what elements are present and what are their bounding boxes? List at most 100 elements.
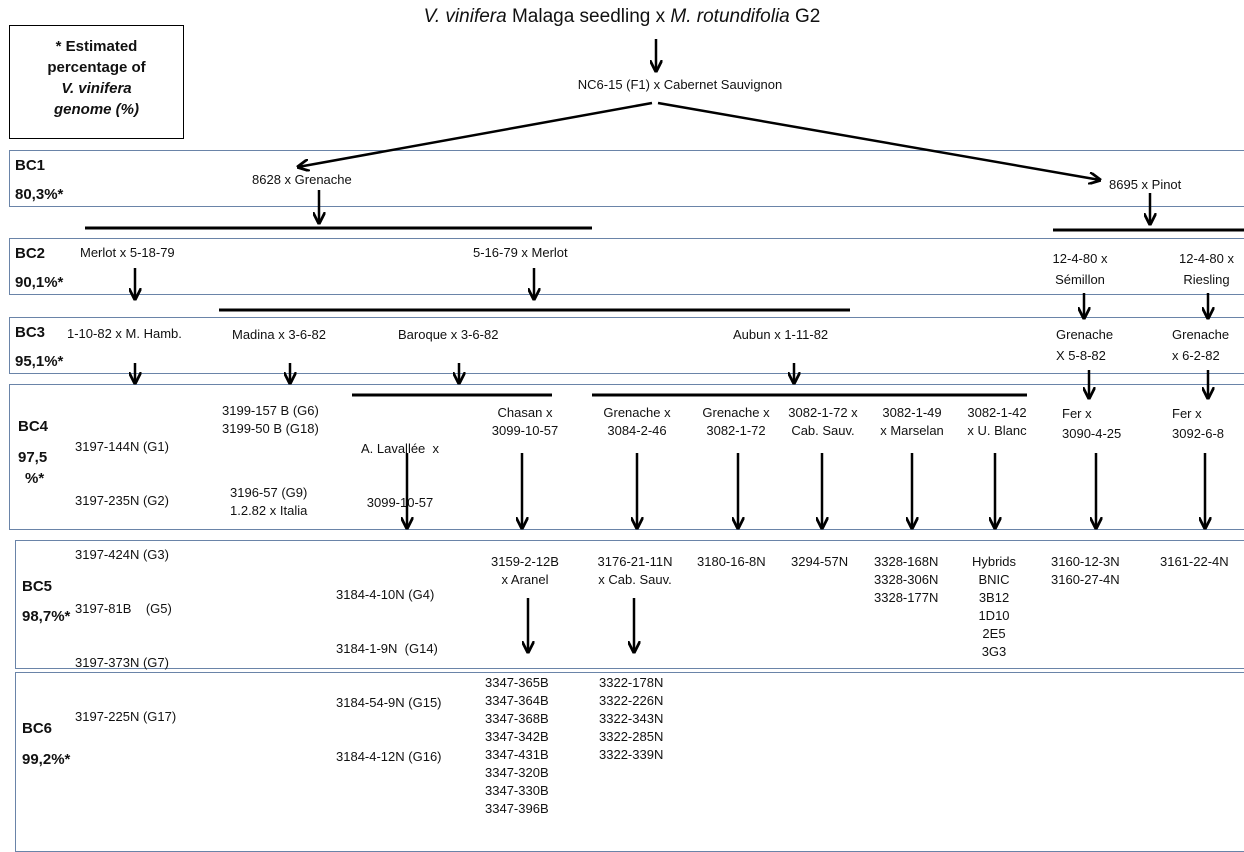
bc3-node-1-10-82-m-hamb: 1-10-82 x M. Hamb. [67,326,182,341]
bc1-label: BC1 [15,157,46,174]
title-text-1: Malaga seedling x [506,6,671,27]
bc4-node-3082-1-72-cab-line1: 3082-1-72 x [788,405,858,420]
bc2-node-12-4-80-semillon-line2: Sémillon [1055,272,1105,287]
bc6-3322-item: 3322-285N [599,729,664,744]
bc4-node-3082-1-42-ublanc: 3082-1-42 x U. Blanc [947,404,1047,440]
bc4-node-a-lavallee: A. Lavallée x 3099-10-57 [350,404,450,530]
bc4-3199-item: 3199-50 B (G18) [222,421,319,436]
bc4-3197-item: 3197-373N (G7) [75,655,169,670]
bc3-node-grenache-5-8-82-line2: X 5-8-82 [1056,348,1106,363]
bc5-hybrids-item: 1D10 [978,608,1010,623]
bc5-3328-item: 3328-168N [874,554,939,569]
root-cross: NC6-15 (F1) x Cabernet Sauvignon [577,77,783,92]
bc4-3197-item: 3197-144N (G1) [75,439,169,454]
bc4-node-chasan: Chasan x 3099-10-57 [475,404,575,440]
title-species-2: M. rotundifolia [670,6,790,27]
bc5-3184-item: 3184-4-10N (G4) [336,587,435,602]
bc4-node-3082-1-49-marselan-line1: 3082-1-49 [882,405,942,420]
bc4-node-3082-1-72-cab-line2: Cab. Sauv. [791,423,855,438]
bc5-3184-item: 3184-54-9N (G15) [336,695,442,710]
bc5-3160-item: 3160-27-4N [1051,572,1120,587]
bc5-group-3160: 3160-12-3N 3160-27-4N [1051,553,1120,589]
bc6-3347-item: 3347-368B [485,711,549,726]
bc5-node-3180-16-8n: 3180-16-8N [697,554,766,569]
bc5-node-3176-cab-line2: x Cab. Sauv. [598,572,672,587]
bc2-node-5-16-79-merlot: 5-16-79 x Merlot [473,245,568,260]
bc5-node-3294-57n: 3294-57N [791,554,849,569]
bc3-node-grenache-5-8-82: Grenache X 5-8-82 [1056,324,1113,366]
title-species-1: V. vinifera [423,6,507,27]
bc4-3196-item: 3196-57 (G9) [230,485,308,500]
bc5-hybrids-item: 2E5 [982,626,1006,641]
bc6-3347-item: 3347-330B [485,783,549,798]
bc4-3197-item: 3197-424N (G3) [75,547,169,562]
bc6-3322-item: 3322-343N [599,711,664,726]
bc4-node-a-lavallee-line2: 3099-10-57 [366,495,434,510]
legend-box: * Estimated percentage of V. vinifera ge… [9,25,184,139]
title-text-2: G2 [789,6,821,27]
bc5-hybrids-item: 3G3 [981,644,1007,659]
band-bc4 [9,384,1244,530]
bc4-3196-item: 1.2.82 x Italia [230,503,308,518]
bc5-3184-item: 3184-4-12N (G16) [336,749,442,764]
bc5-3184-item: 3184-1-9N (G14) [336,641,438,656]
bc3-node-grenache-6-2-82-line1: Grenache [1172,327,1230,342]
bc5-node-3161-22-4n: 3161-22-4N [1160,554,1229,569]
legend-line-2: percentage of [47,59,146,76]
bc5-node-3176-cab-line1: 3176-21-11N [597,554,673,569]
bc6-percentage: 99,2%* [22,751,71,768]
bc5-node-3159-aranel: 3159-2-12B x Aranel [475,553,575,589]
bc6-3347-item: 3347-431B [485,747,549,762]
bc3-label: BC3 [15,324,46,341]
bc4-node-fer-3092-line2: 3092-6-8 [1172,426,1225,441]
bc4-group-3196: 3196-57 (G9) 1.2.82 x Italia [230,484,307,520]
bc6-group-3347: 3347-365B 3347-364B 3347-368B 3347-342B … [485,674,549,818]
bc5-label: BC5 [22,578,53,595]
bc4-node-grenache-3082: Grenache x 3082-1-72 [686,404,786,440]
bc6-label: BC6 [22,720,53,737]
bc5-hybrids-item: Hybrids [971,554,1017,569]
bc4-node-grenache-3084: Grenache x 3084-2-46 [587,404,687,440]
bc3-node-aubun-1-11-82: Aubun x 1-11-82 [733,327,829,342]
bc4-node-fer-3090-line1: Fer x [1062,406,1092,421]
bc2-label: BC2 [15,245,46,262]
bc4-3199-item: 3199-157 B (G6) [222,403,319,418]
bc4-node-chasan-line2: 3099-10-57 [491,423,559,438]
bc6-group-3322: 3322-178N 3322-226N 3322-343N 3322-285N … [599,674,663,764]
bc3-node-baroque-3-6-82: Baroque x 3-6-82 [398,327,499,342]
legend-line-1: * Estimated [55,38,138,55]
bc4-node-fer-3090-line2: 3090-4-25 [1062,426,1122,441]
bc3-node-grenache-5-8-82-line1: Grenache [1056,327,1114,342]
bc2-node-12-4-80-semillon: 12-4-80 x Sémillon [1040,248,1120,290]
bc5-node-3176-cab: 3176-21-11N x Cab. Sauv. [580,553,690,589]
bc3-percentage: 95,1%* [15,353,64,370]
bc4-node-3082-1-49-marselan: 3082-1-49 x Marselan [862,404,962,440]
bc4-node-fer-3092-line1: Fer x [1172,406,1202,421]
bc5-node-3159-aranel-line1: 3159-2-12B [491,554,559,569]
bc5-3328-item: 3328-306N [874,572,939,587]
bc6-3347-item: 3347-320B [485,765,549,780]
bc4-node-3082-1-49-marselan-line2: x Marselan [880,423,944,438]
bc6-3347-item: 3347-365B [485,675,549,690]
bc1-node-8628-grenache: 8628 x Grenache [252,172,352,187]
band-bc3 [9,317,1244,374]
band-bc6 [15,672,1244,852]
bc5-group-hybrids: Hybrids BNIC 3B12 1D10 2E5 3G3 [962,553,1026,669]
bc5-group-3184: 3184-4-10N (G4) 3184-1-9N (G14) 3184-54-… [336,550,442,784]
bc3-node-grenache-6-2-82: Grenache x 6-2-82 [1172,324,1229,366]
bc5-3328-item: 3328-177N [874,590,939,605]
bc2-node-12-4-80-riesling-line1: 12-4-80 x [1179,251,1234,266]
legend-line-4: genome (%) [53,101,139,118]
bc3-node-madina-3-6-82: Madina x 3-6-82 [232,327,326,342]
bc4-group-3199: 3199-157 B (G6) 3199-50 B (G18) [222,402,319,438]
bc5-3160-item: 3160-12-3N [1051,554,1120,569]
bc2-node-12-4-80-riesling-line2: Riesling [1183,272,1230,287]
bc4-node-a-lavallee-line1: A. Lavallée x [360,441,440,456]
diagram-title: V. vinifera Malaga seedling x M. rotundi… [0,5,1244,29]
bc1-percentage: 80,3%* [15,186,64,203]
bc4-node-grenache-3084-line1: Grenache x [603,405,671,420]
bc6-3347-item: 3347-364B [485,693,549,708]
bc4-node-chasan-line1: Chasan x [497,405,553,420]
bc4-node-grenache-3082-line2: 3082-1-72 [706,423,766,438]
bc4-node-fer-3092: Fer x 3092-6-8 [1172,404,1224,444]
